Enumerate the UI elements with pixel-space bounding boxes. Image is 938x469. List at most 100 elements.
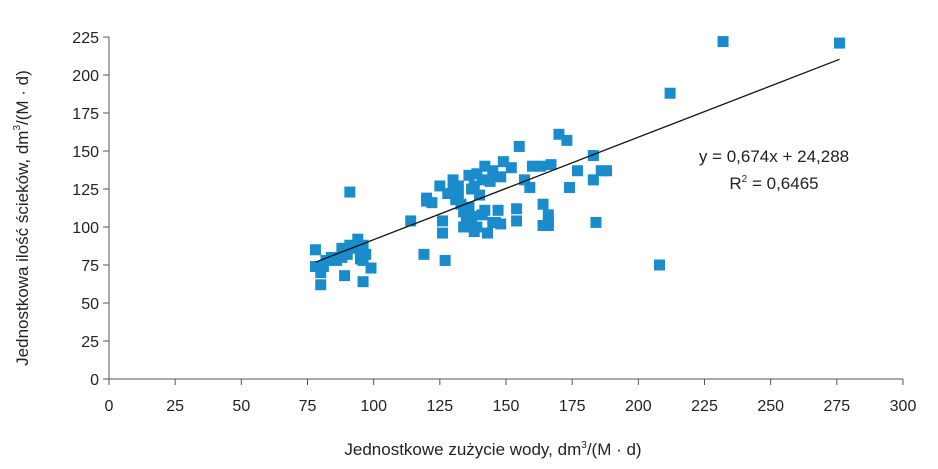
x-axis-title-rest: /(M · d) — [587, 440, 642, 459]
data-point — [664, 87, 676, 99]
data-point — [561, 134, 573, 146]
y-tick-label: 225 — [72, 30, 99, 47]
y-tick-label: 50 — [81, 296, 99, 313]
y-tick-label: 0 — [90, 372, 99, 389]
data-point — [452, 189, 464, 201]
data-point — [511, 203, 523, 215]
data-point — [357, 276, 369, 288]
data-point — [344, 186, 356, 198]
data-point — [418, 248, 430, 260]
x-tick-label: 125 — [426, 398, 453, 415]
axes — [108, 37, 903, 380]
data-point — [495, 171, 507, 183]
data-point — [492, 204, 504, 216]
y-tick-label: 125 — [72, 182, 99, 199]
r-squared-sup: 2 — [742, 174, 748, 185]
data-point — [360, 248, 372, 260]
data-point — [479, 160, 491, 172]
data-point — [534, 160, 546, 172]
data-point — [484, 175, 496, 187]
y-tick-label: 100 — [72, 220, 99, 237]
data-point — [309, 244, 321, 256]
x-axis-title: Jednostkowe zużycie wody, dm3/(M · d) — [344, 440, 641, 459]
x-tick-label: 175 — [559, 398, 586, 415]
data-point — [357, 254, 369, 266]
data-point — [553, 128, 565, 140]
data-point — [315, 267, 327, 279]
x-tick-label: 25 — [166, 398, 184, 415]
data-points — [309, 36, 845, 291]
data-point — [590, 216, 602, 228]
x-tick-label: 75 — [299, 398, 317, 415]
data-point — [315, 279, 327, 291]
data-point — [476, 174, 488, 186]
x-tick-label: 50 — [232, 398, 250, 415]
r-squared-suffix: = 0,6465 — [747, 174, 818, 193]
data-point — [495, 218, 507, 230]
r-squared-prefix: R — [729, 174, 741, 193]
data-point — [468, 180, 480, 192]
data-point — [542, 219, 554, 231]
data-point — [317, 261, 329, 273]
data-point — [717, 36, 729, 48]
y-tick-label: 175 — [72, 106, 99, 123]
data-point — [471, 168, 483, 180]
data-point — [487, 165, 499, 177]
data-point — [542, 209, 554, 221]
x-axis-ticks: 0 25 50 75 100 125 150 175 200 225 250 275 300 — [105, 379, 917, 415]
data-point — [511, 215, 523, 227]
data-point — [463, 201, 475, 213]
data-point — [497, 156, 509, 168]
data-point — [352, 233, 364, 245]
trendline-equation: y = 0,674x + 24,288 — [699, 147, 849, 166]
x-tick-label: 0 — [105, 398, 114, 415]
x-tick-label: 250 — [757, 398, 784, 415]
data-point — [339, 270, 351, 282]
y-axis-title-rest: /(M · d) — [13, 70, 32, 125]
data-point — [447, 174, 459, 186]
y-axis-ticks: 0 25 50 75 100 125 150 175 200 225 — [72, 30, 109, 389]
data-point — [309, 261, 321, 273]
data-point — [519, 174, 531, 186]
x-tick-label: 225 — [691, 398, 718, 415]
r-squared-value: R2 = 0,6465 — [729, 174, 818, 193]
y-tick-label: 25 — [81, 334, 99, 351]
trendline — [315, 58, 840, 263]
y-tick-label: 200 — [72, 68, 99, 85]
data-point — [571, 165, 583, 177]
data-point — [479, 204, 491, 216]
x-axis-title-sup: 3 — [581, 440, 587, 451]
data-point — [336, 242, 348, 254]
data-point — [349, 242, 361, 254]
data-point — [460, 216, 472, 228]
data-point — [474, 189, 486, 201]
data-point — [365, 262, 377, 274]
data-point — [537, 198, 549, 210]
data-point — [341, 248, 353, 260]
data-point — [526, 160, 538, 172]
data-point — [466, 210, 478, 222]
y-tick-label: 150 — [72, 144, 99, 161]
data-point — [452, 180, 464, 192]
data-point — [564, 181, 576, 193]
y-axis-title: Jednostkowa ilość ścieków, dm3/(M · d) — [12, 70, 33, 366]
data-point — [463, 169, 475, 181]
data-point — [524, 181, 536, 193]
x-tick-label: 300 — [890, 398, 917, 415]
data-point — [833, 37, 845, 49]
x-axis-title-main: Jednostkowe zużycie wody, dm — [344, 440, 581, 459]
y-axis-title-sup: 3 — [12, 125, 23, 131]
data-point — [587, 150, 599, 162]
x-tick-label: 100 — [360, 398, 387, 415]
data-point — [357, 239, 369, 251]
x-tick-label: 150 — [493, 398, 520, 415]
data-point — [513, 140, 525, 152]
x-tick-label: 275 — [823, 398, 850, 415]
data-point — [426, 197, 438, 209]
y-axis-title-main: Jednostkowa ilość ścieków, dm — [13, 131, 32, 366]
data-point — [436, 227, 448, 239]
data-point — [601, 165, 613, 177]
data-point — [434, 180, 446, 192]
data-point — [545, 159, 557, 171]
